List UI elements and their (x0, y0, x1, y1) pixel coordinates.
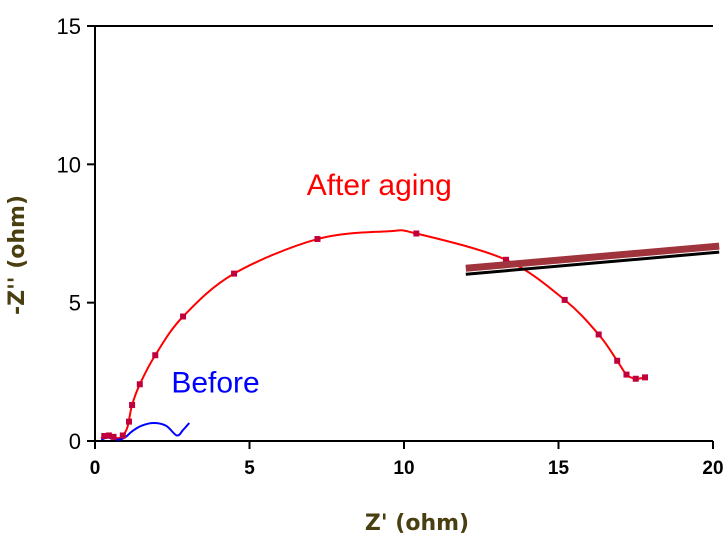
chart-labels: Z' (ohm) -Z'' (ohm) After aging Before (5, 169, 720, 536)
overlay-line (465, 250, 720, 276)
data-point-after-aging (101, 433, 108, 440)
data-point-after-aging (502, 256, 509, 263)
y-axis-label: -Z'' (ohm) (5, 195, 30, 315)
chart-axes: 0 5 10 15 0 5 10 15 20 (57, 14, 724, 479)
data-point-after-aging (614, 357, 621, 364)
x-tick-label: 15 (548, 458, 570, 479)
data-point-after-aging (623, 371, 630, 378)
x-tick-label: 5 (244, 458, 255, 479)
x-axis-label: Z' (ohm) (365, 511, 469, 536)
y-tick-label: 15 (57, 14, 81, 39)
y-tick-label: 5 (69, 291, 81, 316)
data-point-after-aging (595, 331, 602, 338)
data-point-after-aging (231, 270, 238, 277)
x-tick-label: 10 (393, 458, 414, 479)
data-point-after-aging (129, 402, 136, 409)
y-tick-label: 0 (69, 429, 81, 454)
data-point-after-aging (125, 418, 132, 425)
data-point-after-aging (413, 230, 420, 237)
x-tick-label: 0 (90, 458, 101, 479)
data-point-after-aging (180, 313, 187, 320)
data-point-after-aging (110, 433, 117, 440)
x-tick-label: 20 (702, 458, 723, 479)
y-tick-label: 10 (57, 152, 81, 177)
data-point-after-aging (642, 374, 649, 381)
data-point-after-aging (119, 432, 126, 439)
data-point-after-aging (105, 432, 112, 439)
data-point-after-aging (136, 381, 143, 388)
overlay-line-shadow (465, 242, 720, 272)
data-point-after-aging (152, 352, 159, 359)
chart-markers (101, 230, 649, 440)
data-point-after-aging (632, 375, 639, 382)
data-point-after-aging (561, 296, 568, 303)
data-point-after-aging (314, 236, 321, 243)
annotation-after-aging: After aging (307, 169, 452, 202)
annotation-before: Before (171, 367, 259, 400)
